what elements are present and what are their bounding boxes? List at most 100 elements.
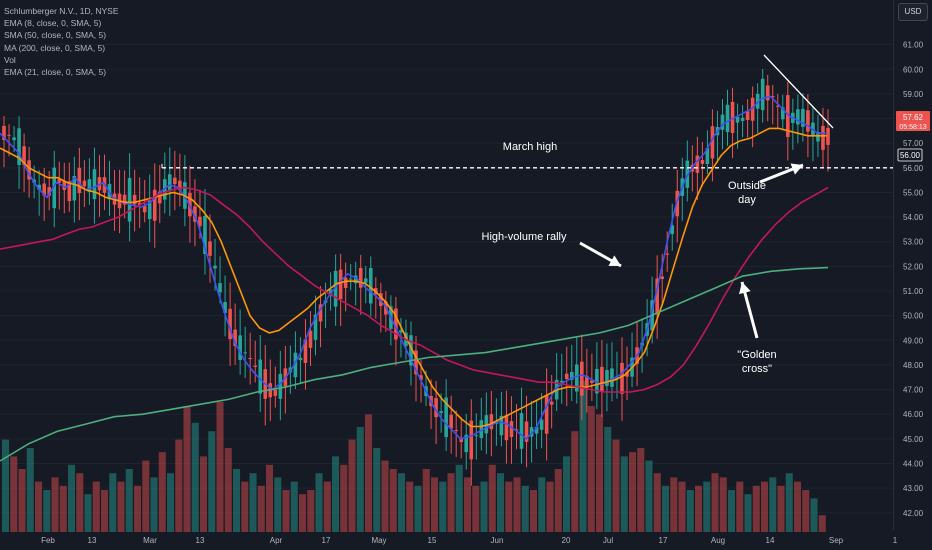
candle[interactable]: [479, 420, 484, 438]
legend-ema8[interactable]: EMA (8, close, 0, SMA, 5): [4, 18, 102, 29]
candle[interactable]: [670, 225, 675, 234]
candle[interactable]: [801, 108, 805, 127]
candle[interactable]: [293, 352, 298, 378]
candle[interactable]: [725, 104, 730, 133]
candle[interactable]: [142, 205, 147, 213]
candle[interactable]: [655, 278, 659, 315]
candle[interactable]: [379, 293, 383, 307]
candle[interactable]: [775, 105, 780, 107]
candle[interactable]: [620, 362, 624, 394]
candle[interactable]: [474, 435, 479, 437]
candle[interactable]: [419, 375, 423, 380]
candle[interactable]: [806, 110, 810, 132]
candle[interactable]: [178, 180, 182, 190]
candle[interactable]: [580, 361, 584, 396]
candle[interactable]: [700, 159, 705, 164]
candle[interactable]: [730, 101, 735, 134]
candle[interactable]: [77, 167, 82, 194]
legend-symbol[interactable]: Schlumberger N.V., 1D, NYSE: [4, 6, 119, 16]
candle[interactable]: [444, 397, 448, 438]
candle[interactable]: [122, 194, 127, 205]
candle[interactable]: [439, 411, 443, 413]
candle[interactable]: [87, 179, 92, 192]
candle[interactable]: [82, 180, 87, 187]
candle[interactable]: [434, 398, 438, 418]
candle[interactable]: [168, 174, 172, 192]
candle[interactable]: [559, 380, 564, 383]
candle[interactable]: [308, 330, 313, 348]
candle[interactable]: [600, 366, 604, 392]
candle[interactable]: [780, 107, 785, 120]
candle[interactable]: [218, 283, 222, 293]
candle[interactable]: [534, 426, 539, 434]
candle[interactable]: [203, 216, 207, 255]
candle[interactable]: [152, 189, 157, 221]
candle[interactable]: [745, 111, 750, 121]
candle[interactable]: [695, 155, 700, 173]
candle[interactable]: [660, 276, 664, 279]
candle[interactable]: [238, 335, 242, 360]
candle[interactable]: [740, 117, 745, 121]
candle[interactable]: [353, 275, 358, 284]
candle[interactable]: [544, 395, 549, 434]
candle[interactable]: [233, 329, 237, 346]
candle[interactable]: [590, 380, 594, 383]
candle[interactable]: [193, 206, 197, 222]
candle[interactable]: [37, 184, 41, 190]
candle[interactable]: [12, 137, 16, 141]
candle[interactable]: [313, 314, 318, 340]
candle[interactable]: [127, 177, 132, 222]
candle[interactable]: [469, 420, 474, 460]
candle[interactable]: [368, 268, 373, 304]
candle[interactable]: [750, 97, 755, 121]
candle[interactable]: [770, 96, 775, 98]
candle[interactable]: [47, 187, 52, 196]
candle[interactable]: [499, 415, 504, 436]
candle[interactable]: [610, 368, 614, 387]
candle[interactable]: [147, 200, 152, 220]
candle[interactable]: [173, 177, 177, 185]
candle[interactable]: [760, 78, 765, 111]
candle[interactable]: [786, 95, 790, 137]
candle[interactable]: [765, 85, 770, 101]
candle[interactable]: [514, 429, 519, 431]
candle[interactable]: [585, 375, 589, 386]
candle[interactable]: [519, 413, 524, 449]
legend-vol[interactable]: Vol: [4, 54, 16, 65]
candle[interactable]: [62, 180, 67, 191]
candle[interactable]: [454, 430, 458, 432]
candle[interactable]: [333, 270, 338, 307]
candle[interactable]: [705, 147, 710, 165]
candle[interactable]: [459, 437, 464, 443]
candle[interactable]: [42, 183, 46, 196]
candle[interactable]: [464, 434, 469, 453]
candle[interactable]: [248, 358, 252, 360]
candle[interactable]: [298, 357, 303, 361]
candle[interactable]: [92, 169, 97, 200]
candle[interactable]: [72, 175, 77, 201]
candle[interactable]: [243, 352, 247, 354]
currency-button[interactable]: USD: [898, 3, 928, 21]
candle[interactable]: [399, 330, 403, 333]
candle[interactable]: [826, 127, 830, 145]
candle[interactable]: [569, 371, 574, 380]
candle[interactable]: [675, 190, 680, 217]
candle[interactable]: [358, 267, 363, 288]
candle[interactable]: [625, 372, 629, 377]
candle[interactable]: [273, 389, 278, 396]
candle[interactable]: [213, 265, 217, 269]
candle[interactable]: [278, 373, 283, 399]
candle[interactable]: [223, 302, 227, 314]
candle[interactable]: [343, 277, 348, 289]
candle[interactable]: [755, 93, 760, 109]
candle[interactable]: [363, 278, 368, 283]
candle[interactable]: [27, 160, 31, 180]
candle[interactable]: [253, 365, 258, 367]
candle[interactable]: [574, 364, 579, 392]
candle[interactable]: [710, 126, 715, 159]
candle[interactable]: [67, 181, 72, 202]
candle[interactable]: [7, 134, 11, 136]
candle[interactable]: [303, 339, 308, 363]
candle[interactable]: [796, 109, 800, 125]
